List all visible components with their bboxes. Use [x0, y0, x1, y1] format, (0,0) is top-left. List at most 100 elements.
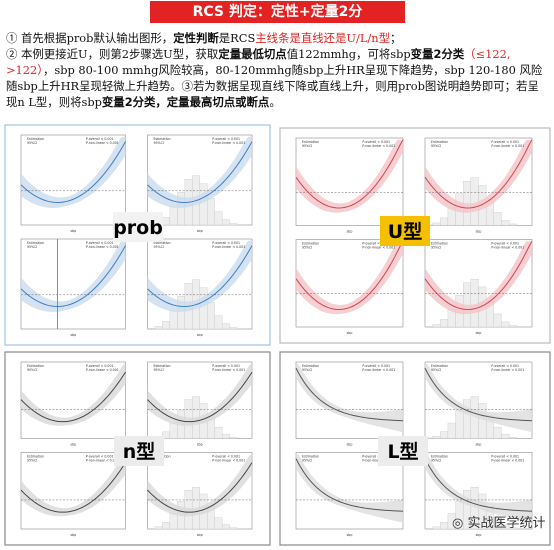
panel-label-box — [114, 436, 164, 466]
histogram-bar — [470, 177, 479, 226]
histogram-bar — [432, 222, 441, 226]
x-axis-label: sbp — [70, 229, 76, 233]
x-axis-label: sbp — [347, 443, 353, 447]
p-value-text: P-non-linear < 0.001 — [491, 459, 524, 463]
histogram-bar — [501, 524, 510, 530]
p-value-text: P-non-linear < 0.001 — [362, 144, 395, 148]
legend-text: Estimation — [431, 455, 448, 459]
legend-text: 95%CI — [431, 246, 441, 250]
curve — [424, 139, 533, 209]
histogram-bar — [199, 287, 208, 330]
histogram-bar — [508, 223, 517, 226]
histogram-bar — [455, 410, 464, 439]
histogram-bar — [440, 522, 449, 530]
histogram-bar — [508, 527, 517, 530]
histogram-bar — [221, 433, 230, 439]
legend-text: 95%CI — [27, 245, 37, 249]
ci-band — [21, 240, 126, 312]
p-value-text: P-non-linear < 0.001 — [212, 368, 245, 372]
histogram-bar — [501, 321, 510, 328]
ci-band — [425, 241, 532, 315]
red-text: 主线条是直线还是U/L/n型 — [255, 31, 390, 45]
p-value-text: P-overall < 0.001 — [212, 364, 240, 368]
panel-label: L型 — [387, 440, 418, 463]
subplot-area — [20, 134, 126, 226]
ci-band — [425, 139, 532, 213]
histogram-bar — [169, 206, 178, 226]
body-text: ① 首先根据prob默认输出图形，定性判断是RCS主线条是直线还是U/L/n型；… — [6, 30, 548, 110]
curve — [295, 139, 404, 209]
legend-text: 95%CI — [27, 141, 37, 145]
p-value-text: P-non-linear < 0.001 — [86, 141, 119, 145]
text: ； — [389, 31, 402, 45]
histogram-bar — [508, 325, 517, 328]
histogram-bar — [229, 327, 238, 330]
histogram-bar — [207, 302, 215, 330]
histogram-bar — [199, 183, 208, 226]
histogram-bar — [214, 517, 223, 530]
histogram-bar — [229, 223, 238, 226]
histogram-bar — [493, 212, 502, 226]
p-value-text: P-overall < 0.001 — [362, 242, 390, 246]
legend-text: Estimation — [302, 140, 319, 144]
subplot-area — [295, 239, 404, 328]
curve — [20, 141, 126, 204]
p-value-text: P-overall < 0.001 — [362, 140, 390, 144]
histogram-bar — [478, 403, 487, 439]
bold-text: 变量2分类，定量最高切点或断点 — [101, 95, 270, 109]
x-axis-label: sbp — [70, 533, 76, 537]
legend-text: Estimation — [431, 242, 448, 246]
histogram-bar — [214, 426, 223, 439]
p-value-text: P-overall < 0.001 — [212, 137, 240, 141]
ci-band — [147, 136, 252, 208]
text: 值122mmhg，可将sbp — [286, 47, 411, 61]
curve — [147, 462, 253, 513]
panel-label: U型 — [388, 220, 422, 243]
curve — [20, 245, 126, 308]
legend-text: Estimation — [302, 455, 319, 459]
p-value-text: P-non-linear < 0.001 — [86, 459, 119, 463]
p-value-text: P-non-linear < 0.001 — [86, 368, 119, 372]
p-value-text: P-non-linear < 0.001 — [212, 141, 245, 145]
ci-band — [21, 136, 126, 208]
watermark: ◎ 实战医学统计 — [452, 516, 546, 531]
ci-band — [21, 363, 126, 426]
histogram-bar — [432, 436, 441, 439]
curve — [424, 458, 533, 512]
histogram-bar — [169, 310, 178, 330]
x-axis-label: sbp — [476, 230, 482, 234]
histogram-bar — [147, 528, 156, 530]
p-value-text: P-non-linear < 0.001 — [212, 245, 245, 249]
histogram-bar — [424, 326, 433, 328]
histogram-bar — [493, 313, 502, 328]
p-value-text: P-non-linear < 0.001 — [212, 459, 245, 463]
legend-text: Estimation — [27, 241, 44, 245]
histogram-bar — [440, 431, 449, 439]
legend-text: 95%CI — [27, 368, 37, 372]
ci-band — [296, 454, 403, 523]
histogram-bar — [147, 328, 156, 330]
p-value-text: P-non-linear < 0.001 — [362, 246, 395, 250]
histogram-bar — [214, 211, 223, 226]
curve — [295, 240, 404, 311]
text: 。 — [269, 95, 281, 109]
legend-text: 95%CI — [302, 459, 312, 463]
ci-band — [296, 139, 403, 213]
legend-text: Estimation — [302, 242, 319, 246]
title: RCS 判定： — [192, 4, 271, 20]
title-bar: RCS 判定：定性+定量2分 — [150, 1, 405, 23]
ci-band — [21, 454, 126, 517]
p-value-text: P-overall < 0.001 — [86, 241, 114, 245]
legend-text: 95%CI — [431, 144, 441, 148]
text: 是RCS — [218, 31, 256, 45]
histogram-bar — [501, 433, 510, 439]
histogram-bar — [169, 513, 178, 530]
histogram-bar — [229, 527, 238, 530]
p-value-text: P-overall < 0.001 — [86, 137, 114, 141]
x-axis-label: sbp — [347, 533, 353, 537]
panel-label-box — [380, 216, 430, 246]
ci-band — [425, 454, 532, 523]
histogram-bar — [424, 528, 433, 530]
histogram-bar — [162, 321, 171, 330]
curve — [147, 245, 253, 308]
